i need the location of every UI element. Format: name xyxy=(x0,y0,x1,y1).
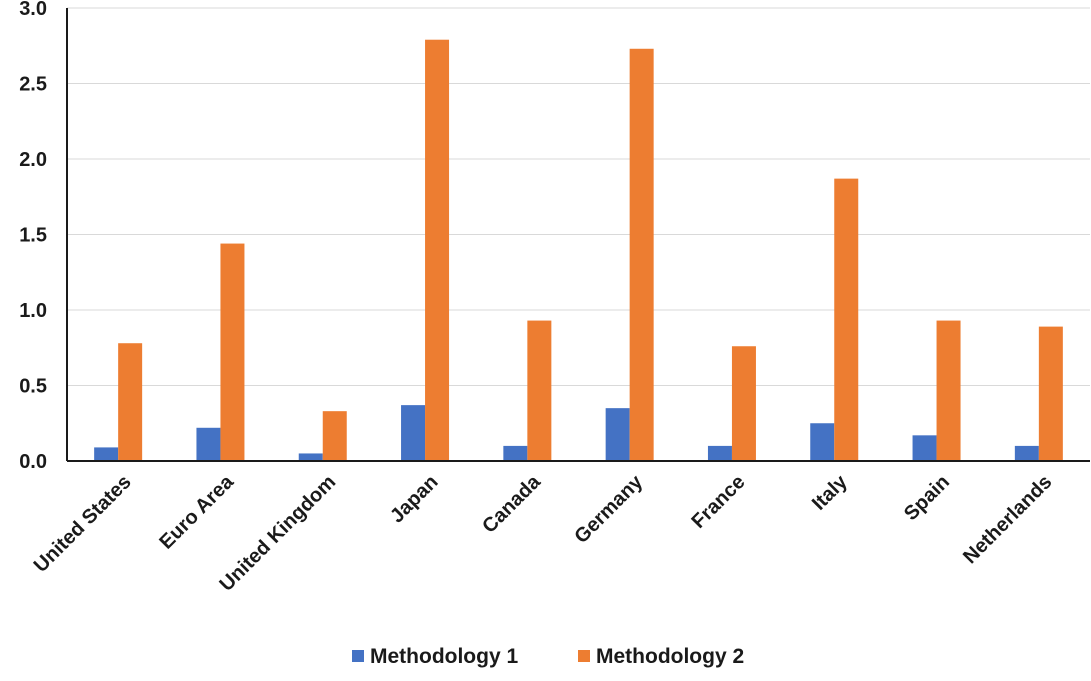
bar-2-euro-area xyxy=(220,243,245,461)
bar-1-canada xyxy=(503,445,528,461)
x-tick-label: Spain xyxy=(900,471,954,525)
legend-label: Methodology 1 xyxy=(370,645,518,668)
bar-2-italy xyxy=(834,178,859,461)
x-tick-label: France xyxy=(688,471,750,533)
bar-2-france xyxy=(731,346,756,461)
bar-1-euro-area xyxy=(196,427,221,461)
legend-label: Methodology 2 xyxy=(596,645,744,668)
bar-1-netherlands xyxy=(1014,445,1039,461)
axes xyxy=(66,8,1090,462)
bar-1-united-states xyxy=(94,447,119,461)
bar-2-united-states xyxy=(118,343,143,461)
y-tick-label: 2.5 xyxy=(19,74,47,96)
x-tick-label: Italy xyxy=(808,470,852,514)
bar-2-spain xyxy=(936,320,961,461)
bar-1-japan xyxy=(401,405,426,461)
bar-2-germany xyxy=(629,48,654,462)
y-tick-label: 1.5 xyxy=(19,225,47,247)
y-tick-label: 0.5 xyxy=(19,376,47,398)
bar-1-united-kingdom xyxy=(298,453,323,461)
y-axis-ticks: 0.0 0.5 1.0 1.5 2.0 2.5 3.0 xyxy=(19,0,47,473)
y-tick-label: 3.0 xyxy=(19,0,47,20)
x-tick-label: Netherlands xyxy=(959,471,1056,568)
x-tick-label: Japan xyxy=(386,471,442,527)
x-tick-label: Euro Area xyxy=(155,470,238,553)
x-tick-label: United States xyxy=(30,471,136,577)
y-tick-label: 2.0 xyxy=(19,149,47,171)
legend-swatch xyxy=(352,650,364,662)
bar-2-united-kingdom xyxy=(322,411,347,461)
bar-1-spain xyxy=(912,435,937,461)
x-tick-label: Canada xyxy=(478,470,545,537)
legend-swatch xyxy=(578,650,590,662)
x-tick-label: Germany xyxy=(570,470,647,547)
bar-2-canada xyxy=(527,320,552,461)
y-tick-label: 1.0 xyxy=(19,300,47,322)
bar-2-netherlands xyxy=(1038,326,1063,461)
bar-1-italy xyxy=(810,423,835,461)
legend: Methodology 1 Methodology 2 xyxy=(352,645,744,668)
bars xyxy=(94,39,1063,462)
bar-1-germany xyxy=(605,408,630,461)
bar-1-france xyxy=(707,445,732,461)
y-tick-label: 0.0 xyxy=(19,451,47,473)
bar-2-japan xyxy=(425,39,450,462)
